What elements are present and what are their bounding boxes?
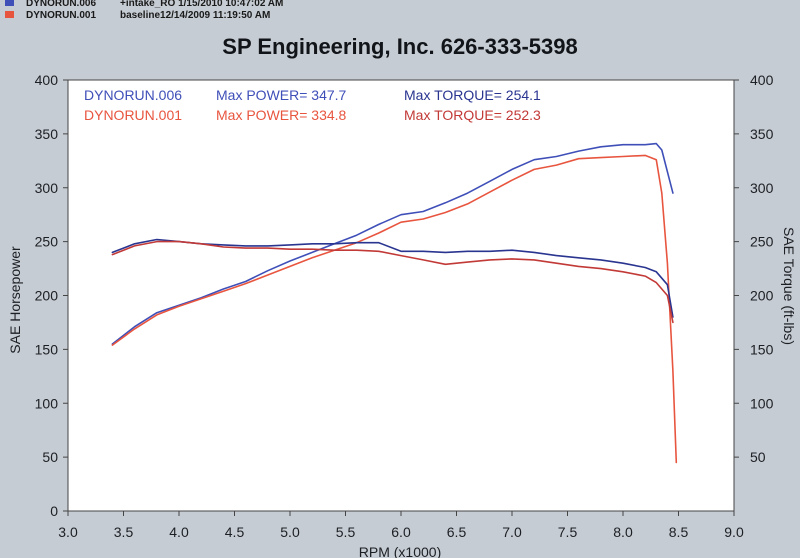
y-tick-label: 300	[35, 180, 59, 196]
run-swatch-006	[5, 0, 14, 6]
run-name-006: DYNORUN.006	[26, 0, 96, 9]
y-tick-label: 250	[35, 234, 59, 250]
x-tick-label: 3.5	[114, 524, 134, 540]
x-tick-label: 5.0	[280, 524, 300, 540]
y-tick-label: 200	[35, 288, 59, 304]
series-line-power-dynorun-006	[111, 142, 674, 345]
y-axis-ticks: 0 50 100 150 200 250 300 350 400	[35, 72, 68, 519]
run-desc-001: baseline12/14/2009 11:19:50 AM	[120, 10, 270, 21]
legend-power-006: Max POWER= 347.7	[216, 87, 347, 103]
series-line-torque-dynorun-006	[111, 238, 674, 318]
legend-power-001: Max POWER= 334.8	[216, 107, 347, 123]
legend: DYNORUN.006 Max POWER= 347.7 Max TORQUE=…	[84, 87, 541, 123]
y2-tick-label: 200	[750, 288, 774, 304]
legend-run-001: DYNORUN.001	[84, 107, 182, 123]
x-tick-label: 9.0	[724, 524, 744, 540]
run-swatch-001	[5, 11, 14, 18]
x-tick-label: 5.5	[336, 524, 356, 540]
x-tick-label: 4.5	[225, 524, 245, 540]
run-name-001: DYNORUN.001	[26, 10, 96, 21]
x-axis-label: RPM (x1000)	[359, 544, 441, 558]
x-tick-label: 7.0	[502, 524, 522, 540]
y2-tick-label: 250	[750, 234, 774, 250]
y-axis-label: SAE Horsepower	[7, 246, 23, 354]
y2-tick-label: 150	[750, 341, 774, 357]
series-line-torque-dynorun-001	[111, 240, 674, 324]
legend-run-006: DYNORUN.006	[84, 87, 182, 103]
y-tick-label: 150	[35, 341, 59, 357]
y2-tick-label: 100	[750, 395, 774, 411]
x-tick-label: 6.0	[391, 524, 411, 540]
y-tick-label: 0	[50, 503, 58, 519]
y2-axis-label: SAE Torque (ft-lbs)	[781, 227, 797, 345]
y2-tick-label: 400	[750, 72, 774, 88]
legend-torque-001: Max TORQUE= 252.3	[404, 107, 541, 123]
y-tick-label: 350	[35, 126, 59, 142]
y-tick-label: 400	[35, 72, 59, 88]
series-line-power-dynorun-001	[111, 154, 678, 464]
x-tick-label: 4.0	[169, 524, 189, 540]
y-tick-label: 50	[42, 449, 58, 465]
y2-tick-label: 50	[750, 449, 766, 465]
x-tick-label: 8.0	[613, 524, 633, 540]
run-header: DYNORUN.006 +intake_RO 1/15/2010 10:47:0…	[5, 0, 283, 21]
run-desc-006: +intake_RO 1/15/2010 10:47:02 AM	[120, 0, 283, 9]
x-tick-label: 7.5	[558, 524, 578, 540]
legend-torque-006: Max TORQUE= 254.1	[404, 87, 541, 103]
x-tick-label: 3.0	[58, 524, 78, 540]
chart-title: SP Engineering, Inc. 626-333-5398	[222, 34, 577, 59]
y2-axis-ticks: 50 100 150 200 250 300 350 400	[734, 72, 774, 465]
y-tick-label: 100	[35, 395, 59, 411]
series-lines	[111, 142, 678, 464]
y2-tick-label: 300	[750, 180, 774, 196]
y2-tick-label: 350	[750, 126, 774, 142]
x-tick-label: 8.5	[669, 524, 689, 540]
x-tick-label: 6.5	[447, 524, 467, 540]
x-axis-ticks: 3.0 3.5 4.0 4.5 5.0 5.5 6.0 6.5 7.0 7.5 8.0 8.5 9.0	[58, 511, 744, 540]
plot-area	[67, 79, 735, 512]
